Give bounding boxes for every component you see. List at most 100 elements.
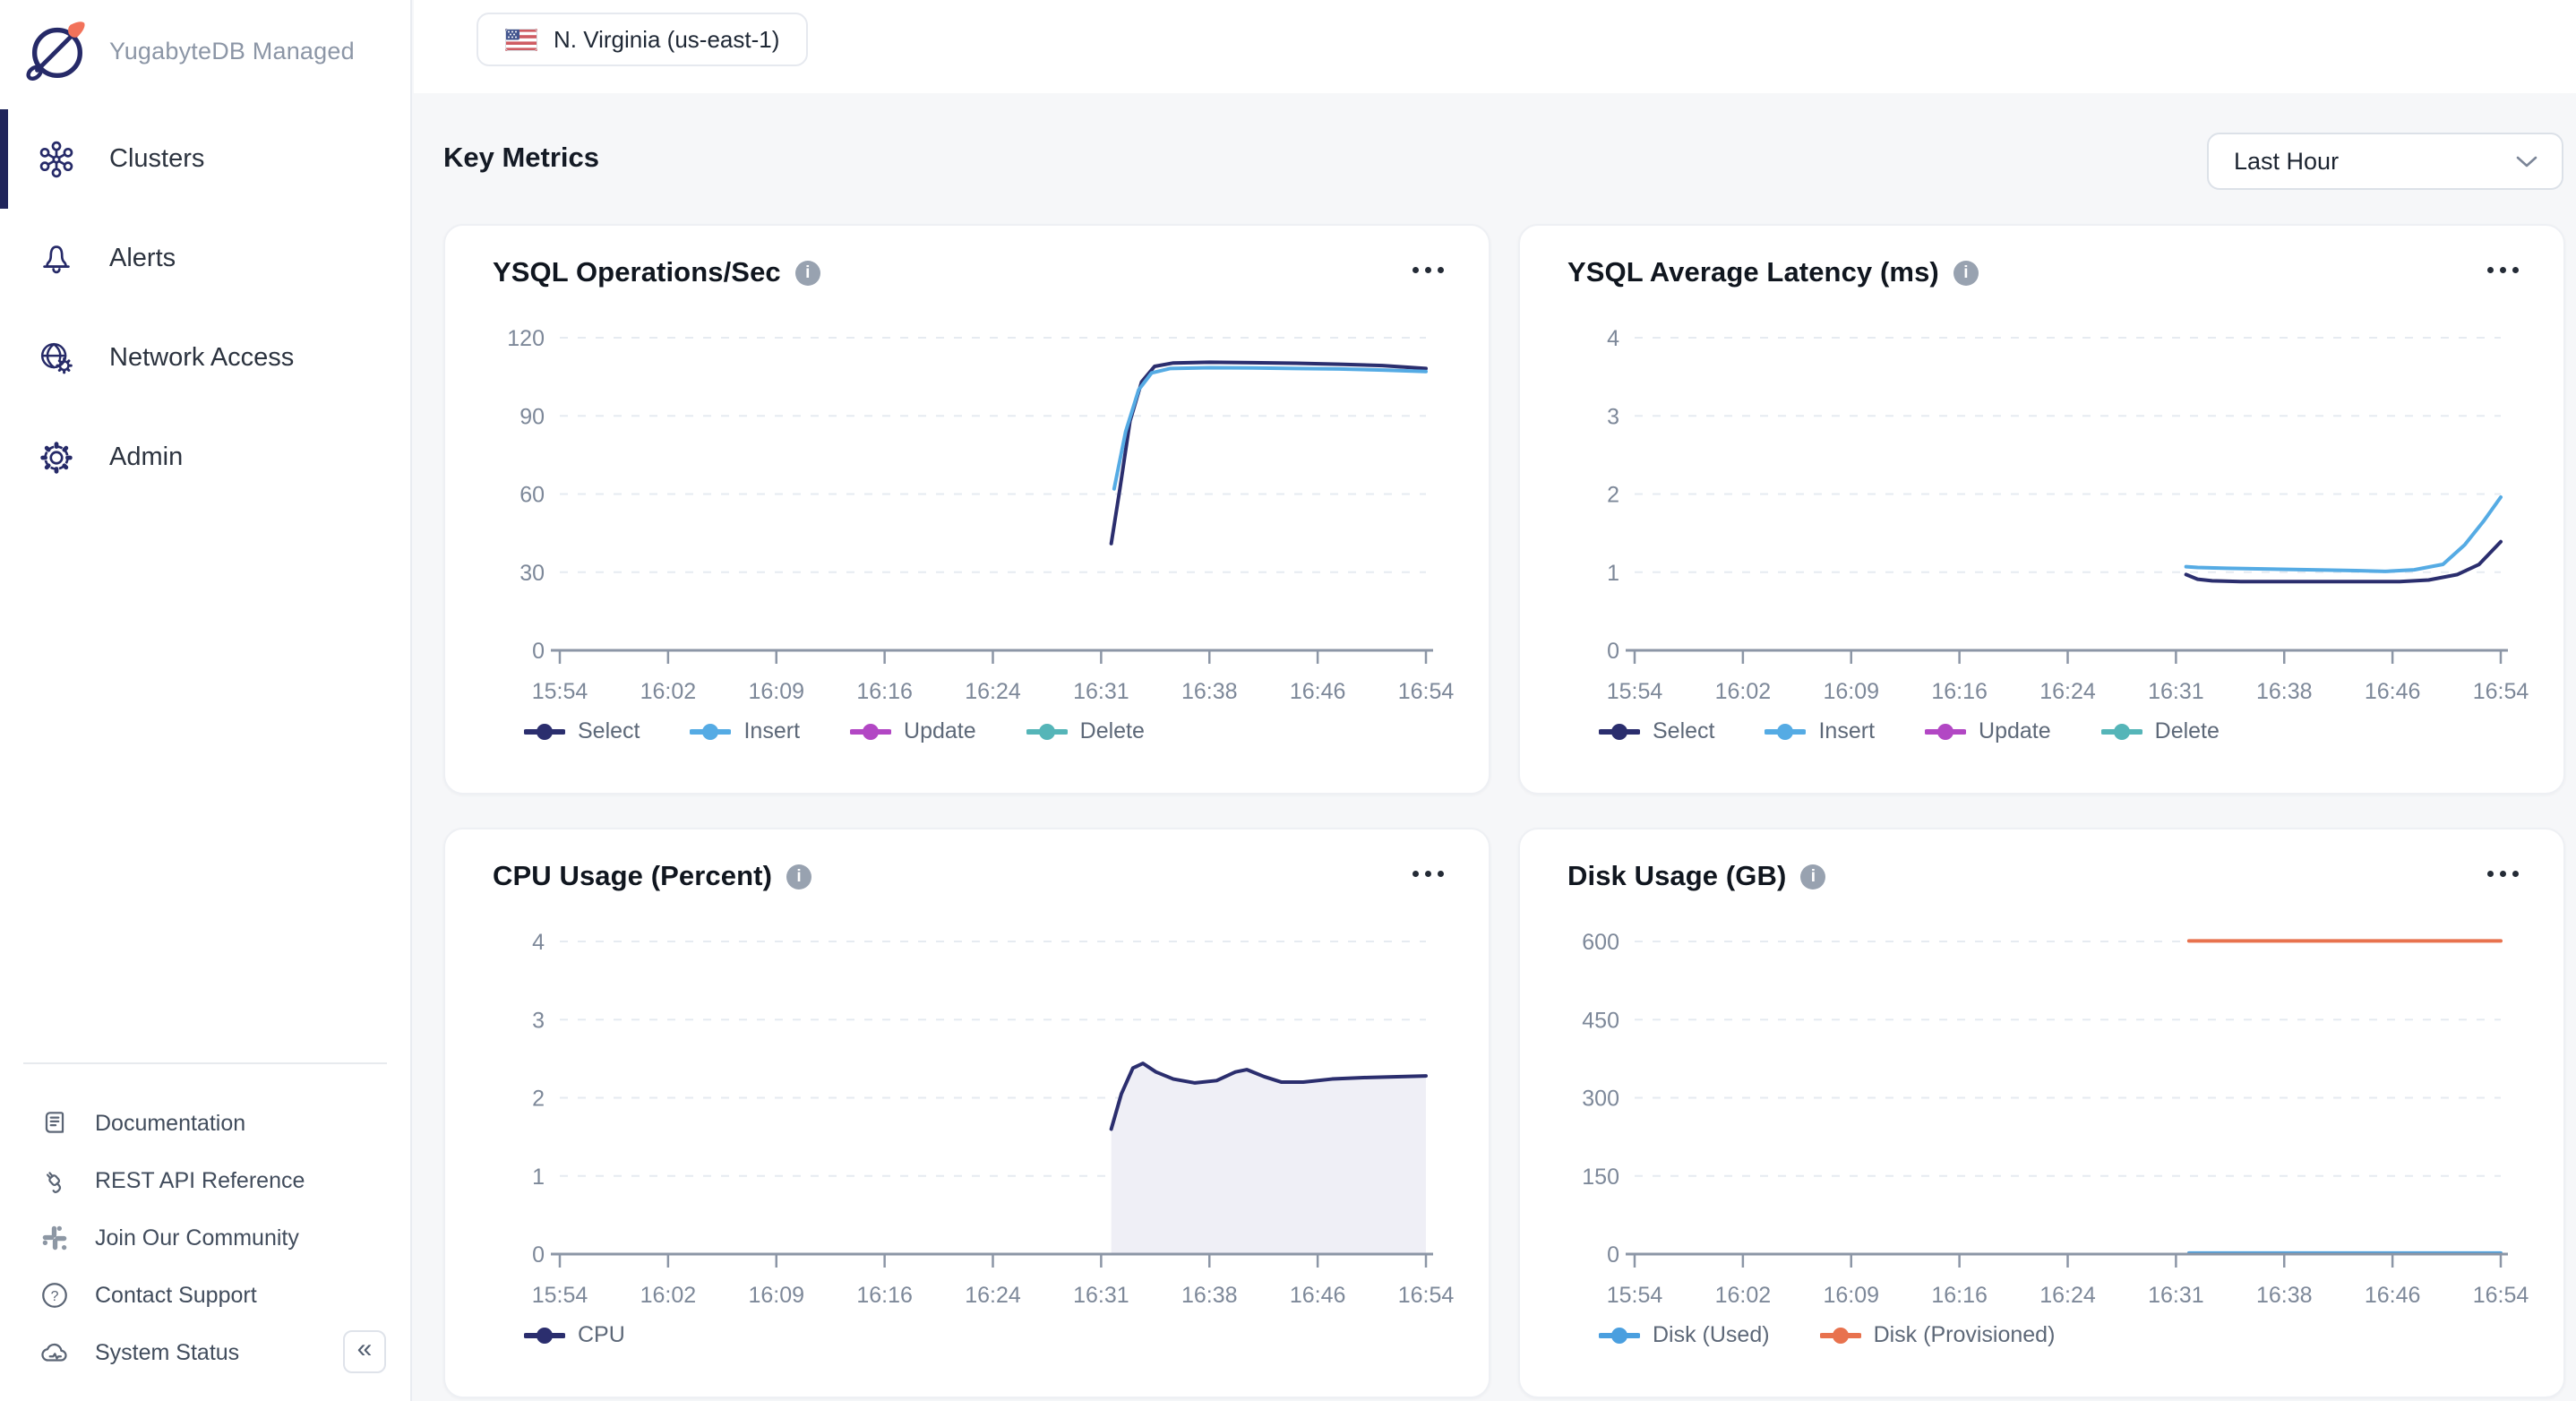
chart-title: CPU Usage (Percent) — [493, 860, 772, 892]
more-options-button[interactable] — [1413, 871, 1444, 877]
info-icon[interactable]: i — [795, 261, 820, 286]
svg-text:0: 0 — [1607, 1242, 1619, 1268]
link-rest-api-reference[interactable]: REST API Reference — [0, 1152, 410, 1209]
legend-item-delete[interactable]: Delete — [2101, 718, 2220, 744]
legend-item-select[interactable]: Select — [524, 718, 640, 744]
legend-marker-icon — [524, 1326, 565, 1345]
app-window: YugabyteDB Managed Clusters — [0, 0, 2576, 1401]
card-header: YSQL Operations/Sec i — [493, 256, 820, 288]
svg-text:16:02: 16:02 — [640, 1283, 697, 1308]
region-label: N. Virginia (us-east-1) — [554, 26, 779, 54]
chart-title: Disk Usage (GB) — [1567, 860, 1786, 892]
book-icon — [39, 1108, 70, 1139]
svg-text:0: 0 — [532, 639, 545, 664]
svg-text:16:09: 16:09 — [748, 679, 804, 704]
chart-card-disk-usage: Disk Usage (GB) i 015030045060015:5416:0… — [1518, 828, 2565, 1398]
sidebar-item-admin[interactable]: Admin — [0, 408, 410, 507]
legend-item-select[interactable]: Select — [1599, 718, 1714, 744]
legend-label: Update — [1979, 718, 2051, 744]
chart-canvas: 0123415:5416:0216:0916:1616:2416:3116:38… — [1520, 226, 2567, 801]
active-indicator — [0, 109, 8, 209]
svg-text:300: 300 — [1582, 1087, 1619, 1112]
sidebar-item-network-access[interactable]: Network Access — [0, 308, 410, 408]
plug-icon — [39, 1165, 70, 1196]
info-icon[interactable]: i — [1800, 864, 1825, 890]
legend-marker-icon — [1026, 722, 1068, 742]
chart-legend: Disk (Used) Disk (Provisioned) — [1599, 1322, 2055, 1348]
legend-marker-icon — [690, 722, 731, 742]
chart-canvas: 0123415:5416:0216:0916:1616:2416:3116:38… — [445, 829, 1492, 1401]
svg-text:16:31: 16:31 — [1073, 679, 1129, 704]
main-content: N. Virginia (us-east-1) Key Metrics Last… — [414, 0, 2576, 1401]
legend-item-update[interactable]: Update — [850, 718, 976, 744]
more-options-button[interactable] — [2487, 267, 2519, 273]
chart-canvas: 015030045060015:5416:0216:0916:1616:2416… — [1520, 829, 2567, 1401]
info-icon[interactable]: i — [1953, 261, 1979, 286]
card-header: CPU Usage (Percent) i — [493, 860, 811, 892]
info-icon[interactable]: i — [786, 864, 811, 890]
svg-text:4: 4 — [532, 930, 545, 955]
chart-card-cpu-usage: CPU Usage (Percent) i 0123415:5416:0216:… — [443, 828, 1490, 1398]
svg-text:16:02: 16:02 — [640, 679, 697, 704]
sidebar-item-label: Alerts — [109, 244, 176, 273]
sidebar-collapse-button[interactable]: « — [343, 1330, 386, 1373]
svg-text:30: 30 — [519, 561, 545, 586]
svg-text:16:16: 16:16 — [856, 1283, 913, 1308]
region-selector-chip[interactable]: N. Virginia (us-east-1) — [477, 13, 808, 66]
legend-item-disk-provisioned[interactable]: Disk (Provisioned) — [1820, 1322, 2056, 1348]
svg-text:16:09: 16:09 — [1823, 1283, 1879, 1308]
svg-text:16:16: 16:16 — [1931, 679, 1988, 704]
footer-link-label: Contact Support — [95, 1283, 257, 1309]
link-join-our-community[interactable]: Join Our Community — [0, 1209, 410, 1267]
sidebar-item-clusters[interactable]: Clusters — [0, 109, 410, 209]
card-header: YSQL Average Latency (ms) i — [1567, 256, 1979, 288]
legend-item-update[interactable]: Update — [1925, 718, 2051, 744]
svg-text:16:46: 16:46 — [1290, 1283, 1346, 1308]
svg-text:0: 0 — [1607, 639, 1619, 664]
sidebar-nav: Clusters Alerts — [0, 109, 410, 507]
chart-legend: CPU — [524, 1322, 625, 1348]
yugabytedb-logo-icon — [21, 16, 91, 86]
clusters-icon — [36, 139, 77, 180]
svg-text:16:46: 16:46 — [2365, 1283, 2421, 1308]
svg-text:120: 120 — [507, 326, 545, 351]
link-documentation[interactable]: Documentation — [0, 1095, 410, 1152]
svg-text:4: 4 — [1607, 326, 1619, 351]
svg-text:2: 2 — [1607, 483, 1619, 508]
legend-item-disk-used[interactable]: Disk (Used) — [1599, 1322, 1770, 1348]
legend-label: Select — [578, 718, 640, 744]
legend-item-insert[interactable]: Insert — [690, 718, 800, 744]
sidebar-item-label: Admin — [109, 443, 183, 472]
card-header: Disk Usage (GB) i — [1567, 860, 1825, 892]
svg-text:16:38: 16:38 — [2256, 679, 2313, 704]
svg-text:16:54: 16:54 — [2473, 1283, 2529, 1308]
svg-text:15:54: 15:54 — [1607, 1283, 1663, 1308]
svg-text:16:54: 16:54 — [2473, 679, 2529, 704]
legend-marker-icon — [1925, 722, 1966, 742]
cloud-status-icon — [39, 1337, 70, 1368]
question-icon: ? — [39, 1280, 70, 1311]
legend-item-cpu[interactable]: CPU — [524, 1322, 625, 1348]
time-range-value: Last Hour — [2234, 148, 2339, 176]
sidebar-item-label: Network Access — [109, 343, 294, 373]
footer-link-label: Documentation — [95, 1111, 245, 1137]
brand: YugabyteDB Managed — [21, 16, 355, 86]
more-options-button[interactable] — [1413, 267, 1444, 273]
link-contact-support[interactable]: ? Contact Support — [0, 1267, 410, 1324]
sidebar-item-alerts[interactable]: Alerts — [0, 209, 410, 308]
svg-text:15:54: 15:54 — [1607, 679, 1663, 704]
legend-marker-icon — [2101, 722, 2142, 742]
svg-text:16:38: 16:38 — [1181, 1283, 1238, 1308]
time-range-select[interactable]: Last Hour — [2207, 133, 2563, 190]
sidebar-item-label: Clusters — [109, 144, 204, 174]
svg-text:16:38: 16:38 — [1181, 679, 1238, 704]
legend-item-insert[interactable]: Insert — [1765, 718, 1875, 744]
svg-text:60: 60 — [519, 483, 545, 508]
legend-label: CPU — [578, 1322, 625, 1348]
collapse-chevrons-icon: « — [357, 1336, 373, 1362]
svg-text:150: 150 — [1582, 1165, 1619, 1190]
more-options-button[interactable] — [2487, 871, 2519, 877]
svg-text:16:24: 16:24 — [2039, 679, 2096, 704]
legend-item-delete[interactable]: Delete — [1026, 718, 1145, 744]
page-title: Key Metrics — [443, 142, 599, 174]
